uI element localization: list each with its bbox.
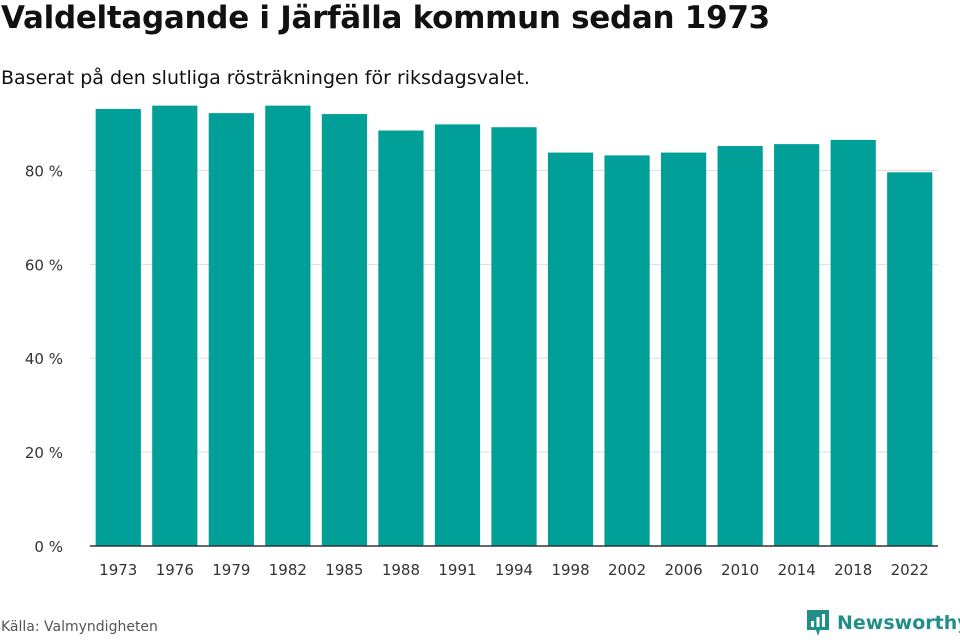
x-axis-ticks: 1973 1976 1979 1982 1985 1988 1991 1994 1998 2002… <box>99 561 929 579</box>
x-tick-label: 1991 <box>438 561 476 579</box>
x-tick-label: 1973 <box>99 561 137 579</box>
bar-1998 <box>547 152 594 546</box>
bar-2018 <box>830 139 876 546</box>
x-tick-label: 1976 <box>156 561 194 579</box>
bar-2014 <box>774 144 820 546</box>
x-tick-label: 1998 <box>551 561 589 579</box>
bar-1991 <box>434 124 481 546</box>
y-tick-label: 0 % <box>34 538 63 556</box>
x-tick-label: 1988 <box>382 561 420 579</box>
x-tick-label: 2018 <box>834 561 872 579</box>
x-tick-label: 1985 <box>325 561 363 579</box>
x-tick-label: 2002 <box>608 561 646 579</box>
bar-1985 <box>321 114 368 546</box>
chart-subtitle: Baserat på den slutliga rösträkningen fö… <box>1 67 530 89</box>
bars <box>95 105 933 547</box>
bar-2022 <box>887 172 933 546</box>
bar-2002 <box>604 155 650 546</box>
bar-1982 <box>265 105 311 547</box>
bar-1973 <box>95 108 141 547</box>
bar-2010 <box>717 146 763 546</box>
y-tick-label: 40 % <box>25 350 63 368</box>
bar-1994 <box>491 127 537 546</box>
x-tick-label: 2006 <box>665 561 703 579</box>
bar-2006 <box>660 152 707 546</box>
bar-1979 <box>208 113 254 546</box>
brand-name: Newsworthy <box>837 612 960 634</box>
x-tick-label: 1979 <box>212 561 250 579</box>
y-tick-label: 20 % <box>25 444 63 462</box>
y-axis-ticks: 0 % 20 % 40 % 60 % 80 % <box>25 162 63 556</box>
brand-logo[interactable]: Newsworthy <box>805 608 960 638</box>
chart-title: Valdeltagande i Järfälla kommun sedan 19… <box>1 0 770 36</box>
x-tick-label: 2022 <box>891 561 929 579</box>
newsworthy-logo-icon <box>807 610 829 636</box>
source-note: Källa: Valmyndigheten <box>1 619 158 635</box>
x-tick-label: 1982 <box>269 561 307 579</box>
bar-1976 <box>152 105 198 547</box>
bar-1988 <box>378 130 424 546</box>
y-tick-label: 80 % <box>25 162 63 180</box>
y-tick-label: 60 % <box>25 256 63 274</box>
x-tick-label: 2014 <box>778 561 816 579</box>
x-tick-label: 1994 <box>495 561 533 579</box>
x-tick-label: 2010 <box>721 561 759 579</box>
